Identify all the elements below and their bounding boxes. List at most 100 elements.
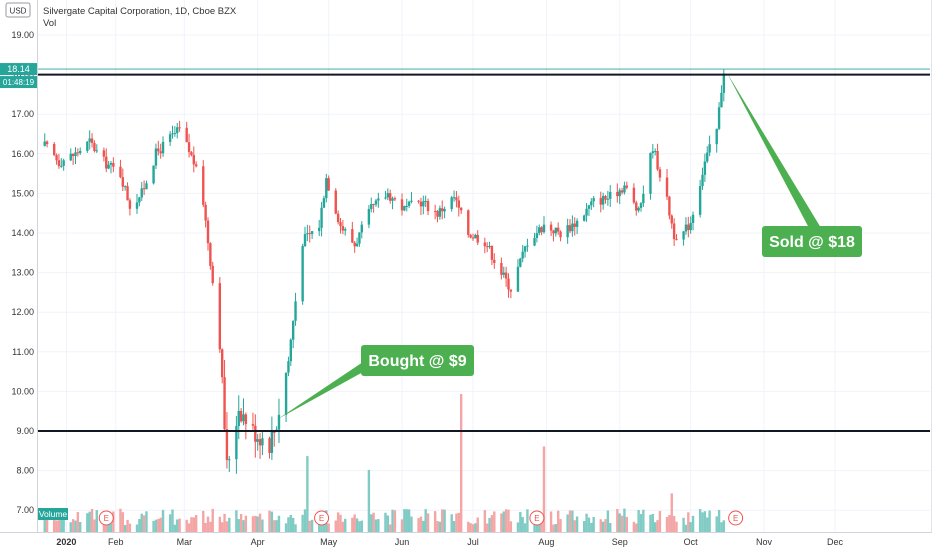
candle-body (493, 259, 496, 263)
candle-body (367, 209, 371, 225)
volume-bar (604, 519, 607, 532)
volume-bar (289, 514, 293, 532)
candle-body (689, 222, 692, 231)
volume-bar (658, 510, 662, 532)
candle-body (218, 283, 222, 350)
candle-body (509, 289, 513, 292)
candle-body (88, 138, 91, 142)
candle-body (540, 227, 543, 233)
volume-bar (306, 456, 309, 532)
candle-body (308, 233, 311, 235)
volume-bar (202, 510, 205, 532)
volume-bar (552, 524, 555, 532)
volume-bar (88, 511, 91, 532)
x-tick-label: Jun (395, 537, 410, 547)
y-tick-label: 7.00 (16, 505, 34, 515)
last-price-tag (0, 63, 37, 76)
earnings-marker[interactable] (98, 510, 114, 526)
candle-body (554, 227, 558, 234)
annotation-callout[interactable]: Bought @ $9 (277, 345, 474, 419)
candle-body (457, 200, 461, 208)
y-tick-label: 10.00 (11, 386, 34, 396)
candle-body (698, 186, 702, 215)
candle-body (450, 197, 453, 210)
candle-body (192, 155, 195, 165)
volume-bar (142, 515, 146, 532)
volume-bar (649, 514, 652, 532)
candle-body (242, 414, 245, 422)
candle-body (504, 272, 508, 279)
volume-bar (715, 516, 718, 532)
volume-bar (45, 516, 49, 532)
candle-body (604, 196, 607, 200)
candle-body (325, 178, 328, 199)
price-axis[interactable] (0, 0, 37, 550)
candle-body (542, 224, 546, 233)
volume-bar (672, 515, 676, 532)
candle-body (433, 211, 437, 213)
candle-body (60, 165, 63, 167)
candle-body (145, 183, 148, 190)
volume-bar (370, 514, 373, 532)
last-price-tags: 18.14 01:48:19 (0, 63, 37, 89)
volume-bar (701, 512, 704, 532)
candle-body (90, 138, 94, 144)
annotation-callout[interactable]: Sold @ $18 (726, 72, 862, 257)
candle-body (289, 339, 293, 362)
candle-body (502, 272, 505, 275)
volume-bar (185, 519, 188, 532)
earnings-marker[interactable] (529, 510, 545, 526)
callout-text: Bought @ $9 (368, 353, 466, 370)
volume-bar (410, 516, 413, 532)
x-tick-label: Dec (827, 537, 844, 547)
volume-bar (405, 509, 408, 532)
annotations[interactable]: Bought @ $9 Sold @ $18 (277, 72, 862, 419)
candle-body (74, 152, 77, 157)
volume-bar (204, 522, 207, 532)
volume-bar (206, 516, 210, 532)
volume-bar (509, 521, 513, 532)
candle-body (639, 203, 643, 208)
candle-body (717, 107, 721, 129)
candle-body (206, 220, 210, 244)
volume-bar (419, 516, 423, 532)
volume-bar (138, 519, 141, 532)
volume-bar (566, 514, 569, 532)
candle-body (171, 133, 174, 135)
volume-bar (599, 519, 602, 532)
candle-body (568, 225, 572, 232)
time-axis[interactable] (0, 532, 932, 550)
candle-body (436, 211, 439, 217)
volume-bar (74, 520, 77, 532)
volume-bar (277, 515, 281, 532)
volume-bar (625, 516, 628, 532)
candle-body (682, 231, 685, 240)
volume-bar (682, 517, 685, 532)
currency-badge[interactable] (5, 2, 31, 18)
candle-body (254, 425, 257, 442)
chart-title: Silvergate Capital Corporation, 1D, Cboe… (43, 6, 237, 17)
candle-body (185, 127, 188, 143)
earnings-marker[interactable] (728, 510, 744, 526)
candle-body (76, 152, 80, 154)
volume-bar (157, 518, 160, 532)
volume-bar (287, 517, 290, 532)
volume-bar (436, 521, 439, 532)
earnings-marker[interactable] (314, 510, 330, 526)
candle-body (55, 155, 58, 161)
candle-body (310, 231, 314, 234)
candle-body (168, 134, 172, 142)
volume-bar (268, 510, 271, 532)
volume-bar (161, 509, 165, 532)
candle-body (102, 150, 106, 157)
volume-bar (334, 520, 337, 532)
volume-bar (358, 521, 361, 532)
volume-bar (126, 520, 129, 532)
candle-body (142, 188, 146, 190)
volume-bar (275, 520, 278, 532)
candle-body (538, 227, 541, 234)
volume-bar (159, 517, 162, 532)
volume-bar (211, 508, 214, 532)
